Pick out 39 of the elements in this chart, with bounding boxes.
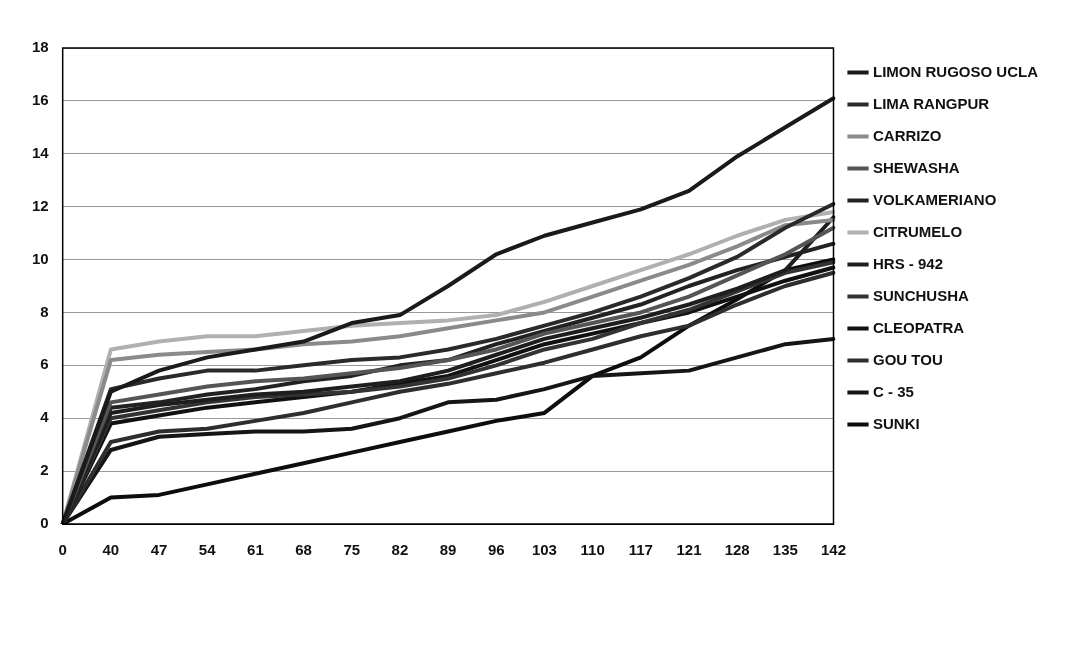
y-tick-label: 6 [40, 355, 49, 373]
x-tick-label: 117 [628, 541, 653, 559]
y-tick-label: 2 [40, 461, 49, 479]
x-tick-label: 61 [247, 541, 264, 559]
y-tick-label: 14 [32, 143, 50, 161]
x-tick-label: 142 [820, 541, 847, 559]
y-tick-label: 10 [32, 249, 49, 267]
x-tick-label: 75 [343, 541, 361, 559]
x-tick-label: 82 [391, 541, 409, 559]
legend-label: HRS - 942 [873, 254, 944, 272]
x-tick-label: 110 [580, 541, 605, 559]
legend-label: SUNCHUSHA [873, 286, 970, 304]
y-tick-label: 8 [40, 302, 49, 320]
x-tick-label: 47 [150, 541, 168, 559]
legend-label: LIMA RANGPUR [873, 94, 990, 112]
y-tick-label: 16 [32, 91, 49, 109]
x-tick-label: 68 [295, 541, 312, 559]
y-tick-label: 0 [40, 514, 49, 532]
legend-label: SHEWASHA [873, 158, 960, 176]
legend-label: CITRUMELO [873, 222, 963, 240]
x-tick-label: 135 [772, 541, 798, 559]
legend-label: SUNKI [873, 414, 920, 432]
x-tick-label: 54 [198, 541, 217, 559]
x-tick-label: 40 [102, 541, 120, 559]
legend-label: GOU TOU [873, 350, 943, 368]
x-tick-label: 96 [487, 541, 505, 559]
x-tick-label: 89 [439, 541, 457, 559]
y-tick-label: 18 [32, 38, 49, 56]
x-tick-label: 103 [531, 541, 557, 559]
x-tick-label: 121 [676, 541, 702, 559]
y-tick-label: 4 [40, 408, 50, 426]
legend-label: VOLKAMERIANO [873, 190, 997, 208]
x-tick-label: 128 [724, 541, 750, 559]
x-tick-label: 0 [58, 541, 67, 559]
legend-label: C - 35 [873, 382, 914, 400]
legend-label: CLEOPATRA [873, 318, 965, 336]
legend-label: LIMON RUGOSO UCLA [873, 62, 1039, 80]
y-tick-label: 12 [32, 196, 49, 214]
legend-label: CARRIZO [873, 126, 942, 144]
